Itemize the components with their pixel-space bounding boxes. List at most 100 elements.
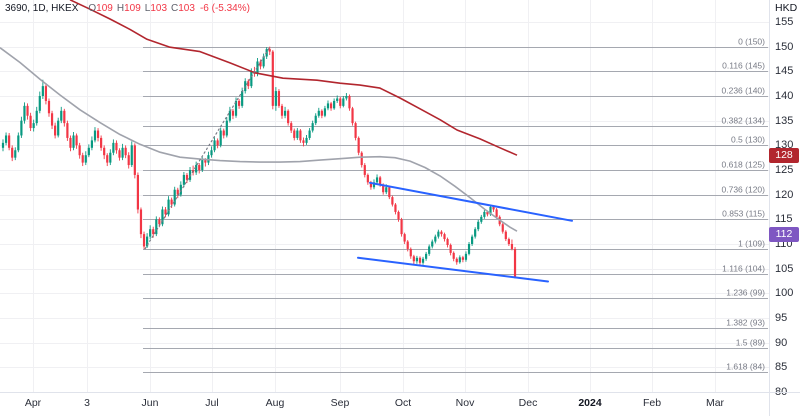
candle bbox=[198, 163, 201, 174]
fib-base-dotted-trendline[interactable] bbox=[144, 46, 271, 250]
channel-upper-trendline[interactable] bbox=[369, 181, 573, 222]
candle bbox=[311, 120, 314, 133]
candle bbox=[461, 255, 464, 263]
candle bbox=[75, 133, 78, 149]
candle bbox=[305, 134, 308, 145]
candle bbox=[124, 145, 127, 159]
candle bbox=[182, 171, 185, 188]
candle bbox=[333, 98, 336, 110]
candle bbox=[90, 136, 94, 151]
candle bbox=[41, 79, 44, 99]
fib-retracement[interactable]: 0 (150) 0.116 (145) 0.236 (140) 0.382 (134)… bbox=[143, 37, 768, 373]
candle bbox=[142, 231, 146, 249]
fib-level-label: 0.116 (145) bbox=[722, 61, 765, 71]
open-label: O bbox=[88, 3, 97, 14]
fib-level-label: 1.236 (99) bbox=[726, 288, 765, 298]
time-axis-label: Mar bbox=[705, 397, 725, 409]
candle bbox=[483, 209, 486, 219]
low-label: L bbox=[144, 3, 151, 14]
candle bbox=[109, 149, 112, 166]
candle bbox=[26, 103, 29, 120]
candle bbox=[470, 234, 474, 246]
high-label: H bbox=[116, 3, 125, 14]
candle bbox=[375, 174, 379, 185]
candle bbox=[446, 237, 449, 248]
price-tick-label: 95 bbox=[775, 311, 788, 324]
candle bbox=[66, 120, 69, 141]
candle bbox=[287, 109, 290, 126]
fib-level-label: 0.236 (140) bbox=[722, 86, 766, 96]
candle bbox=[317, 107, 320, 118]
candle bbox=[219, 127, 222, 148]
price-tick-label: 155 bbox=[775, 16, 794, 28]
currency-label: HKD bbox=[775, 2, 798, 14]
candle bbox=[167, 196, 170, 217]
ma-line-long[interactable] bbox=[69, 0, 518, 156]
candle bbox=[434, 234, 437, 244]
candle bbox=[47, 98, 51, 117]
candle bbox=[504, 230, 507, 242]
candle bbox=[391, 195, 394, 207]
time-axis[interactable]: Apr 3 Jun Jul Aug Sep Oct Nov Dec 2024 Feb Mar bbox=[0, 392, 769, 416]
candle bbox=[421, 256, 425, 265]
candle bbox=[20, 116, 23, 138]
fib-level-label: 0.382 (134) bbox=[722, 116, 766, 126]
time-axis-label: 2024 bbox=[578, 397, 602, 409]
candle bbox=[452, 251, 455, 262]
fib-level-label: 1.116 (104) bbox=[722, 264, 765, 274]
candle bbox=[29, 112, 32, 132]
symbol-title: 3690, 1D, HKEX bbox=[5, 3, 79, 14]
candle bbox=[237, 98, 241, 109]
ma-mid-value-badge: 112 bbox=[769, 226, 799, 242]
candle bbox=[412, 254, 415, 266]
candle bbox=[23, 102, 26, 124]
candle bbox=[155, 216, 158, 237]
time-axis-label: Nov bbox=[455, 397, 475, 409]
candle bbox=[139, 207, 143, 239]
candle bbox=[440, 230, 443, 237]
candle bbox=[164, 206, 167, 218]
candle bbox=[44, 83, 48, 105]
price-tick-label: 150 bbox=[775, 40, 794, 53]
chart-plot-area[interactable]: 0 (150) 0.116 (145) 0.236 (140) 0.382 (134)… bbox=[0, 0, 769, 392]
candle bbox=[437, 229, 440, 239]
candle bbox=[513, 246, 517, 279]
price-tick-label: 145 bbox=[775, 65, 794, 78]
candle bbox=[1, 139, 5, 152]
candle bbox=[213, 137, 216, 153]
candle bbox=[118, 148, 121, 161]
candle bbox=[428, 244, 431, 256]
candle bbox=[363, 163, 366, 178]
fib-level-label: 0 (150) bbox=[738, 37, 765, 47]
time-axis-label: Sep bbox=[330, 397, 350, 409]
candle bbox=[283, 106, 287, 119]
candle bbox=[351, 106, 354, 126]
candle bbox=[480, 214, 483, 224]
ma-long-value-badge: 128 bbox=[769, 147, 799, 163]
high-value: 109 bbox=[124, 3, 141, 14]
candle bbox=[244, 78, 247, 94]
candle bbox=[247, 79, 250, 90]
candle bbox=[299, 129, 302, 143]
candlestick-chart[interactable]: 0 (150) 0.116 (145) 0.236 (140) 0.382 (134)… bbox=[0, 0, 769, 392]
candle bbox=[4, 132, 8, 146]
candle bbox=[271, 50, 274, 110]
time-axis-separator bbox=[0, 392, 800, 393]
candle bbox=[96, 128, 100, 142]
candle bbox=[320, 109, 323, 119]
candle bbox=[69, 135, 72, 152]
candle bbox=[366, 173, 369, 185]
change-value: -6 (-5.34%) bbox=[199, 3, 250, 14]
candle bbox=[501, 222, 504, 234]
price-axis[interactable]: HKD 155 150 145 140 135 130 125 120 115 110 105 100… bbox=[769, 0, 800, 416]
time-axis-label: Jun bbox=[141, 397, 159, 409]
candle bbox=[314, 113, 317, 126]
candle bbox=[78, 142, 81, 159]
fib-level-label: 1.382 (93) bbox=[726, 318, 765, 328]
symbol-legend[interactable]: 3690, 1D, HKEX O109 H109 L103 C103 -6 (-5.34%… bbox=[5, 3, 250, 14]
ma-line-mid[interactable] bbox=[0, 47, 518, 232]
candle bbox=[231, 108, 235, 120]
candle bbox=[274, 87, 277, 111]
channel-lower-trendline[interactable] bbox=[357, 256, 549, 283]
